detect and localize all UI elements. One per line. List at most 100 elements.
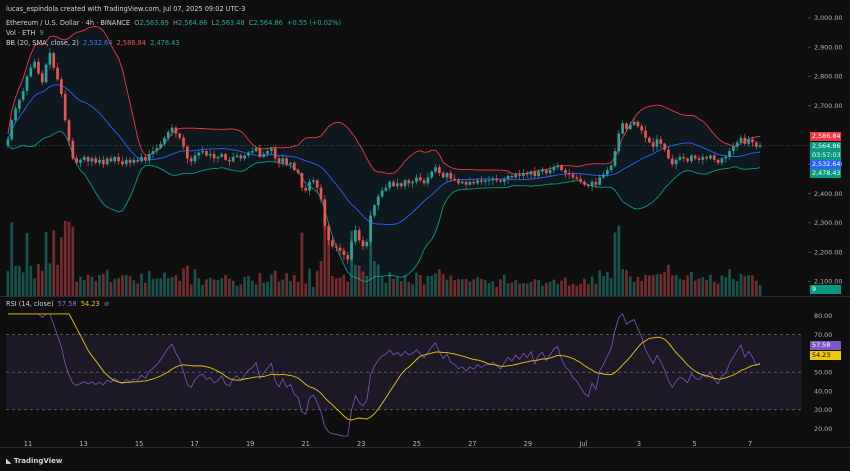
volume-bar <box>648 275 651 296</box>
rsi-tick-label: 70.00 <box>814 331 832 339</box>
volume-bar <box>457 278 460 296</box>
candle-body <box>728 151 731 157</box>
volume-bar <box>182 268 185 296</box>
volume-bar <box>556 283 560 296</box>
candle-body <box>438 167 441 174</box>
volume-bar <box>102 273 105 296</box>
volume-bar <box>586 283 590 296</box>
candle-body <box>90 158 94 162</box>
high-label: H <box>173 19 178 27</box>
rsi-legend[interactable]: RSI (14, close) 57.58 54.23 ⊘ <box>6 300 109 308</box>
candle-body <box>136 159 140 162</box>
candle-body <box>178 133 182 138</box>
candle-body <box>644 130 647 138</box>
volume-bar <box>79 276 82 296</box>
candle-body <box>189 158 193 162</box>
candle-body <box>709 155 712 159</box>
volume-bar <box>124 274 128 296</box>
volume-bar <box>728 269 731 296</box>
volume-bar <box>220 278 224 296</box>
candle-body <box>304 187 308 191</box>
volume-bar <box>758 285 762 296</box>
volume-bar <box>285 273 288 296</box>
candle-body <box>609 165 613 171</box>
candle-body <box>667 149 670 159</box>
volume-bar <box>403 275 407 296</box>
volume-bar <box>21 272 25 296</box>
close-value: 2,564.86 <box>253 19 283 27</box>
volume-bar <box>751 275 754 296</box>
volume-bar <box>640 281 644 296</box>
candle-body <box>480 180 483 182</box>
candle-body <box>735 142 739 147</box>
candle-body <box>109 158 113 162</box>
low-value: 2,563.48 <box>215 19 245 27</box>
volume-bar <box>136 283 140 296</box>
candle-body <box>151 151 155 154</box>
close-label: C <box>248 19 254 27</box>
candle-body <box>583 181 586 185</box>
candle-body <box>67 120 71 141</box>
volume-bar <box>399 281 403 296</box>
volume-bar <box>502 274 506 296</box>
volume-bar <box>434 273 437 296</box>
volume-bar <box>754 280 758 296</box>
time-tick-label: 3 <box>637 440 641 448</box>
candle-body <box>247 152 250 156</box>
candle-body <box>754 142 758 147</box>
volume-bar <box>732 279 735 296</box>
volume-bar <box>697 278 701 296</box>
volume-bar <box>617 225 621 296</box>
symbol-legend[interactable]: Ethereum / U.S. Dollar · 4h · BINANCE O2… <box>6 19 341 27</box>
candle-body <box>342 250 346 256</box>
volume-bar <box>338 277 342 296</box>
candle-body <box>243 155 246 159</box>
candle-body <box>346 255 350 260</box>
candle-body <box>14 108 17 121</box>
rsi-tick-label: 40.00 <box>814 387 832 395</box>
volume-bar <box>384 282 388 296</box>
volume-bar <box>262 282 266 296</box>
volume-bar <box>705 280 708 296</box>
candle-body <box>201 151 204 153</box>
volume-legend[interactable]: Vol · ETH 9 <box>6 29 44 37</box>
price-tick-label: 2,700.00 <box>814 102 842 110</box>
rsi-tick-label: 20.00 <box>814 425 832 433</box>
volume-bar <box>144 282 147 296</box>
candle-body <box>430 171 434 178</box>
volume-bar <box>449 275 453 296</box>
candle-body <box>105 158 109 165</box>
volume-bar <box>506 283 510 296</box>
volume-bars <box>6 221 762 296</box>
volume-bar <box>6 271 10 296</box>
volume-bar <box>686 275 689 296</box>
candle-body <box>384 187 388 191</box>
volume-bar <box>334 278 338 296</box>
volume-bar <box>312 286 315 296</box>
candle-body <box>392 181 395 187</box>
candle-body <box>418 177 422 181</box>
eye-icon[interactable]: ⊘ <box>101 300 110 308</box>
candle-body <box>6 139 10 146</box>
volume-bar <box>277 281 281 296</box>
candle-body <box>71 140 75 159</box>
candle-body <box>449 173 453 179</box>
volume-bar <box>369 221 372 296</box>
volume-bar <box>105 269 109 296</box>
volume-bar <box>418 275 422 296</box>
volume-bar <box>18 266 21 296</box>
candle-body <box>495 178 498 181</box>
volume-bar <box>113 278 117 296</box>
bollinger-legend[interactable]: BB (20, SMA, close, 2) 2,532.64 2,586.84… <box>6 39 180 47</box>
candle-body <box>354 230 357 242</box>
candle-body <box>502 178 506 182</box>
rsi-tick-label: 50.00 <box>814 368 832 376</box>
basis-price-label: 2,532.64 <box>810 160 841 169</box>
volume-bar <box>525 283 529 296</box>
volume-bar <box>350 230 353 296</box>
volume-bar <box>155 278 159 296</box>
candle-body <box>102 159 105 165</box>
volume-bar <box>304 283 308 296</box>
candle-body <box>262 154 266 157</box>
